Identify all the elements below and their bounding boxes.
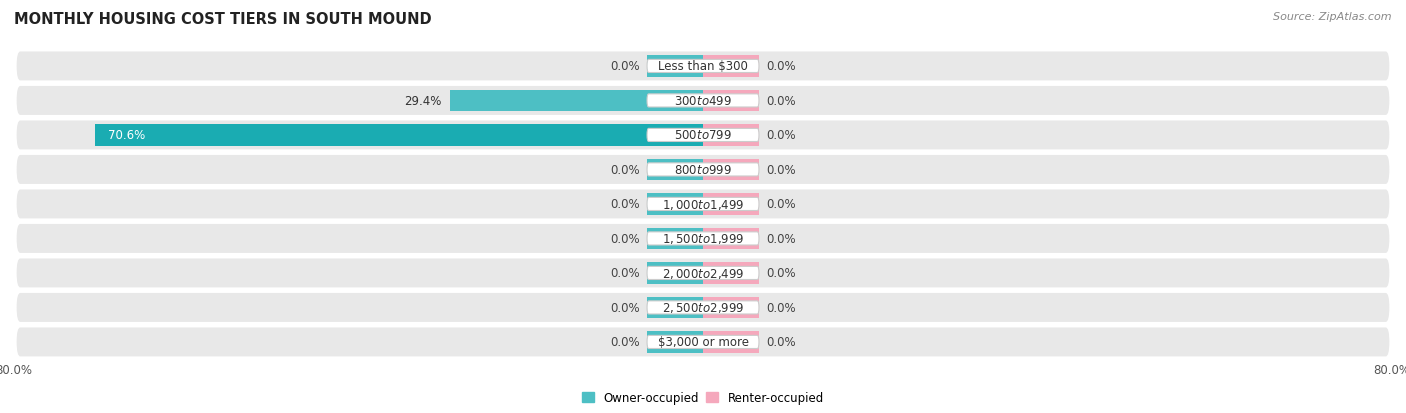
FancyBboxPatch shape: [647, 129, 759, 142]
Text: $300 to $499: $300 to $499: [673, 95, 733, 108]
Text: 0.0%: 0.0%: [766, 95, 796, 108]
FancyBboxPatch shape: [647, 301, 759, 314]
Bar: [647, 194, 703, 215]
Text: 70.6%: 70.6%: [108, 129, 145, 142]
Text: 0.0%: 0.0%: [766, 60, 796, 73]
Bar: [450, 90, 703, 112]
Text: $800 to $999: $800 to $999: [673, 164, 733, 176]
Text: 0.0%: 0.0%: [766, 301, 796, 314]
Bar: [703, 263, 759, 284]
FancyBboxPatch shape: [647, 198, 759, 211]
Bar: [647, 56, 703, 78]
Bar: [647, 263, 703, 284]
Text: $2,000 to $2,499: $2,000 to $2,499: [662, 266, 744, 280]
FancyBboxPatch shape: [647, 267, 759, 280]
Text: 0.0%: 0.0%: [610, 336, 640, 349]
Text: $3,000 or more: $3,000 or more: [658, 336, 748, 349]
Text: 0.0%: 0.0%: [766, 233, 796, 245]
Text: MONTHLY HOUSING COST TIERS IN SOUTH MOUND: MONTHLY HOUSING COST TIERS IN SOUTH MOUN…: [14, 12, 432, 27]
Bar: [703, 331, 759, 353]
Text: 0.0%: 0.0%: [610, 60, 640, 73]
Legend: Owner-occupied, Renter-occupied: Owner-occupied, Renter-occupied: [578, 387, 828, 409]
FancyBboxPatch shape: [17, 52, 1389, 81]
Text: $1,500 to $1,999: $1,500 to $1,999: [662, 232, 744, 246]
Text: Source: ZipAtlas.com: Source: ZipAtlas.com: [1274, 12, 1392, 22]
Text: $2,500 to $2,999: $2,500 to $2,999: [662, 301, 744, 315]
FancyBboxPatch shape: [17, 224, 1389, 253]
Text: 0.0%: 0.0%: [610, 198, 640, 211]
FancyBboxPatch shape: [17, 328, 1389, 356]
Bar: [703, 56, 759, 78]
Bar: [703, 228, 759, 249]
Bar: [647, 228, 703, 249]
Bar: [647, 297, 703, 318]
Text: Less than $300: Less than $300: [658, 60, 748, 73]
Bar: [703, 125, 759, 146]
Bar: [703, 159, 759, 181]
Text: 0.0%: 0.0%: [610, 164, 640, 176]
FancyBboxPatch shape: [17, 190, 1389, 219]
Text: 0.0%: 0.0%: [766, 336, 796, 349]
FancyBboxPatch shape: [647, 335, 759, 349]
FancyBboxPatch shape: [17, 87, 1389, 116]
Bar: [96, 125, 703, 146]
Bar: [647, 159, 703, 181]
FancyBboxPatch shape: [17, 121, 1389, 150]
Text: 0.0%: 0.0%: [766, 198, 796, 211]
FancyBboxPatch shape: [17, 293, 1389, 322]
Bar: [703, 297, 759, 318]
FancyBboxPatch shape: [647, 60, 759, 74]
Text: 0.0%: 0.0%: [766, 164, 796, 176]
FancyBboxPatch shape: [647, 232, 759, 245]
Text: $1,000 to $1,499: $1,000 to $1,499: [662, 197, 744, 211]
Bar: [703, 194, 759, 215]
FancyBboxPatch shape: [17, 259, 1389, 288]
FancyBboxPatch shape: [647, 164, 759, 177]
FancyBboxPatch shape: [647, 95, 759, 108]
Text: 0.0%: 0.0%: [610, 233, 640, 245]
Text: 29.4%: 29.4%: [404, 95, 441, 108]
Bar: [703, 90, 759, 112]
Text: 0.0%: 0.0%: [766, 267, 796, 280]
Text: 0.0%: 0.0%: [766, 129, 796, 142]
FancyBboxPatch shape: [17, 156, 1389, 185]
Text: 0.0%: 0.0%: [610, 301, 640, 314]
Text: 0.0%: 0.0%: [610, 267, 640, 280]
Bar: [647, 331, 703, 353]
Text: $500 to $799: $500 to $799: [673, 129, 733, 142]
